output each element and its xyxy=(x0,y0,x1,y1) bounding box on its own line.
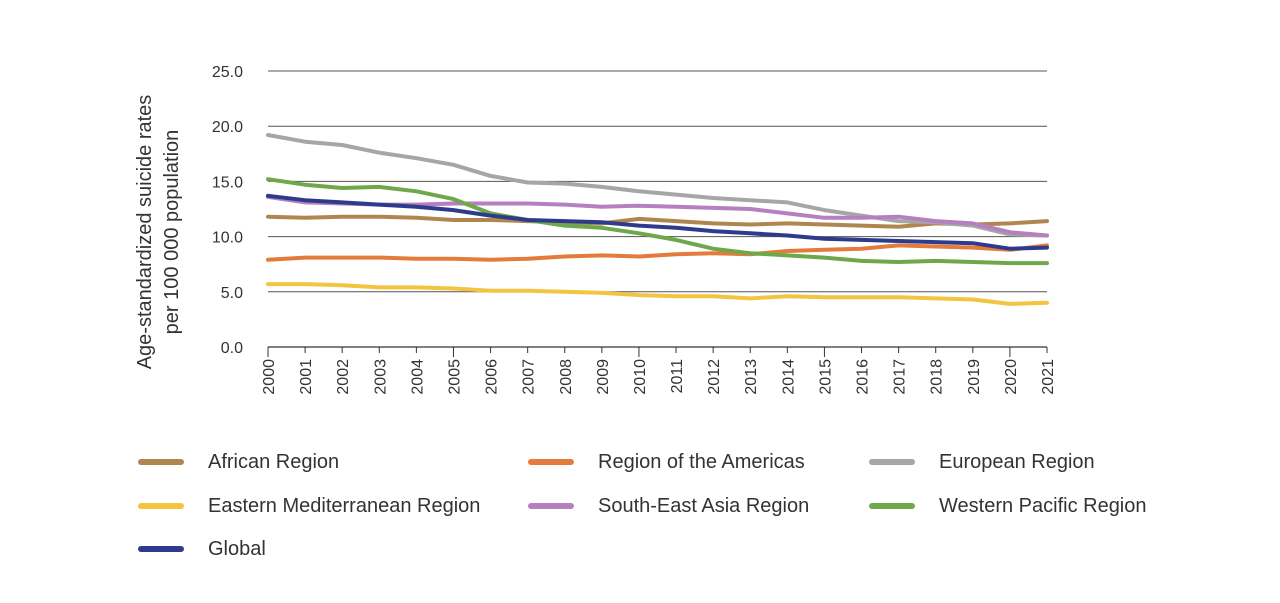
x-tick-label: 2013 xyxy=(743,359,760,395)
x-tick-label: 2017 xyxy=(892,359,909,395)
x-tick-label: 2006 xyxy=(484,359,501,395)
x-tick-label: 2015 xyxy=(817,359,834,395)
series-line-global xyxy=(266,193,1049,251)
x-tick-label: 2004 xyxy=(409,359,426,395)
gridlines xyxy=(268,70,1047,293)
x-tick-label: 2018 xyxy=(929,359,946,395)
x-tick-label: 2019 xyxy=(966,359,983,395)
x-tick-label: 2009 xyxy=(595,359,612,395)
y-tick-label: 10.0 xyxy=(212,230,243,247)
x-tick-label: 2011 xyxy=(669,359,686,394)
y-axis: 0.0 5.0 10.0 15.0 20.0 25.0 xyxy=(212,64,243,357)
x-tick-label: 2002 xyxy=(335,359,352,395)
x-tick-label: 2010 xyxy=(632,359,649,395)
x-tick-label: 2001 xyxy=(298,359,315,395)
x-tick-label: 2003 xyxy=(372,359,389,395)
y-axis-title-line-2: per 100 000 population xyxy=(161,130,183,335)
y-tick-label: 5.0 xyxy=(221,285,243,302)
x-tick-label: 2021 xyxy=(1040,359,1057,395)
y-tick-label: 0.0 xyxy=(221,340,243,357)
series-lines xyxy=(266,133,1049,306)
x-tick-label: 2014 xyxy=(780,359,797,395)
x-tick-label: 2007 xyxy=(521,359,538,395)
x-tick-label: 2020 xyxy=(1003,359,1020,395)
y-axis-title-line-1: Age-standardized suicide rates xyxy=(134,95,156,370)
y-tick-label: 20.0 xyxy=(212,119,243,136)
x-tick-label: 2005 xyxy=(446,359,463,395)
y-tick-label: 15.0 xyxy=(212,174,243,191)
x-tick-label: 2016 xyxy=(855,359,872,395)
y-tick-label: 25.0 xyxy=(212,64,243,81)
series-line-region-of-the-americas xyxy=(266,243,1049,262)
series-line-african-region xyxy=(266,214,1049,229)
x-tick-label: 2012 xyxy=(706,359,723,395)
x-tick-label: 2000 xyxy=(261,359,278,395)
series-line-european-region xyxy=(266,133,1049,238)
series-line-western-pacific-region xyxy=(266,177,1049,266)
x-tick-label: 2008 xyxy=(558,359,575,395)
x-axis: 2000 2001 2002 2003 2004 2005 2006 2007 2008 2009… xyxy=(261,346,1057,395)
series-line-eastern-mediterranean-region xyxy=(266,282,1049,306)
